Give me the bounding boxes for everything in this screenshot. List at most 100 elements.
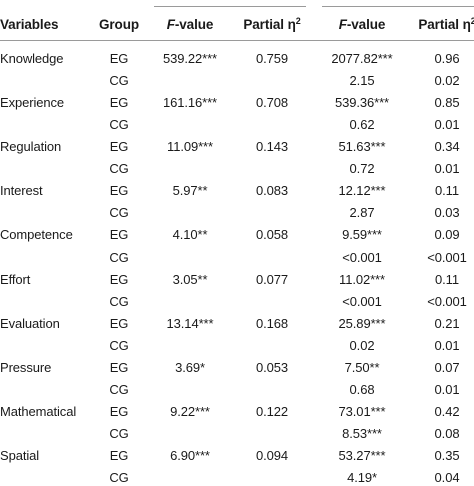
partial-eta-cell: 0.04 bbox=[434, 469, 460, 485]
f-value-cell: 51.63*** bbox=[338, 139, 386, 155]
partial-eta-cell: 0.08 bbox=[434, 425, 460, 441]
f-value-cell: 7.50** bbox=[344, 359, 380, 375]
partial-eta-cell: 0.759 bbox=[255, 51, 289, 66]
partial-eta-cell: 0.143 bbox=[255, 139, 289, 155]
partial-eta-cell: 0.11 bbox=[435, 271, 459, 287]
f-value-cell: 0.62 bbox=[349, 117, 375, 133]
partial-eta-cell: 0.01 bbox=[434, 381, 460, 397]
partial-eta-cell: 0.094 bbox=[255, 447, 289, 463]
variable-cell: Effort bbox=[0, 271, 31, 287]
f-value-cell: 161.16*** bbox=[162, 95, 218, 111]
header-fvalue-1: F-value bbox=[166, 17, 214, 32]
header-group: Group bbox=[99, 17, 139, 32]
f-value-cell: 0.68 bbox=[349, 381, 375, 397]
partial-eta-cell: 0.01 bbox=[434, 337, 460, 353]
group-rule-2 bbox=[322, 6, 474, 7]
partial-eta-cell: 0.01 bbox=[434, 161, 460, 177]
partial-eta-cell: 0.21 bbox=[434, 315, 460, 331]
partial-eta-cell: 0.708 bbox=[255, 95, 289, 111]
f-value-cell: 3.69* bbox=[175, 359, 205, 375]
header-fvalue-2: F-value bbox=[338, 17, 386, 32]
f-value-cell: 9.59*** bbox=[342, 227, 382, 243]
f-value-cell: <0.001 bbox=[342, 293, 382, 309]
partial-eta-cell: 0.34 bbox=[434, 139, 460, 155]
variable-cell: Evaluation bbox=[0, 315, 60, 331]
partial-eta-cell: 0.85 bbox=[434, 95, 460, 111]
group-cell: CG bbox=[109, 293, 129, 309]
partial-eta-cell: 0.11 bbox=[435, 183, 459, 199]
partial-eta-cell: 0.053 bbox=[255, 359, 289, 375]
group-cell: EG bbox=[109, 271, 129, 287]
f-value-cell: 2.87 bbox=[349, 205, 375, 221]
group-cell: CG bbox=[109, 469, 129, 485]
f-value-cell: 73.01*** bbox=[338, 403, 386, 419]
f-value-cell: 5.97** bbox=[172, 183, 208, 199]
group-cell: EG bbox=[109, 315, 129, 331]
partial-eta-cell: <0.001 bbox=[427, 293, 467, 309]
group-cell: CG bbox=[109, 381, 129, 397]
partial-eta-cell: 0.09 bbox=[434, 227, 460, 243]
partial-eta-cell: 0.07 bbox=[434, 359, 460, 375]
header-rule bbox=[0, 40, 474, 41]
partial-eta-cell: 0.96 bbox=[434, 51, 460, 66]
partial-eta-cell: 0.35 bbox=[434, 447, 460, 463]
partial-eta-cell: 0.083 bbox=[255, 183, 289, 199]
f-value-cell: 6.90*** bbox=[170, 447, 210, 463]
group-cell: EG bbox=[109, 447, 129, 463]
partial-eta-cell: 0.168 bbox=[255, 315, 289, 331]
f-value-cell: 13.14*** bbox=[166, 315, 214, 331]
f-value-cell: 8.53*** bbox=[342, 425, 382, 441]
f-value-cell: 25.89*** bbox=[338, 315, 386, 331]
variable-cell: Mathematical bbox=[0, 403, 77, 419]
partial-eta-cell: 0.42 bbox=[434, 403, 460, 419]
variable-cell: Regulation bbox=[0, 139, 62, 155]
group-cell: CG bbox=[109, 205, 129, 221]
partial-eta-cell: 0.01 bbox=[434, 117, 460, 133]
group-cell: EG bbox=[109, 227, 129, 243]
f-value-cell: 2077.82*** bbox=[331, 51, 393, 66]
variable-cell: Competence bbox=[0, 227, 73, 243]
f-value-cell: 9.22*** bbox=[170, 403, 210, 419]
f-value-cell: 53.27*** bbox=[338, 447, 386, 463]
f-value-cell: 12.12*** bbox=[338, 183, 386, 199]
group-cell: CG bbox=[109, 161, 129, 177]
f-value-cell: <0.001 bbox=[342, 249, 382, 265]
header-partial-eta-1: Partial η2 bbox=[243, 16, 301, 33]
group-cell: CG bbox=[109, 425, 129, 441]
partial-eta-cell: 0.03 bbox=[434, 205, 460, 221]
partial-eta-cell: 0.077 bbox=[255, 271, 289, 287]
variable-cell: Pressure bbox=[0, 359, 52, 375]
header-partial-eta-2: Partial η2 bbox=[418, 16, 474, 33]
group-cell: CG bbox=[109, 249, 129, 265]
f-value-cell: 539.22*** bbox=[162, 51, 218, 66]
partial-eta-cell: <0.001 bbox=[427, 249, 467, 265]
group-cell: EG bbox=[109, 359, 129, 375]
f-value-cell: 2.15 bbox=[349, 73, 375, 88]
partial-eta-cell: 0.02 bbox=[434, 73, 460, 88]
f-value-cell: 539.36*** bbox=[334, 95, 390, 111]
group-cell: EG bbox=[109, 139, 129, 155]
f-value-cell: 4.19* bbox=[347, 469, 377, 485]
group-cell: EG bbox=[109, 51, 129, 66]
f-value-cell: 0.02 bbox=[349, 337, 375, 353]
f-value-cell: 4.10** bbox=[172, 227, 208, 243]
header-variables: Variables bbox=[0, 17, 59, 32]
variable-cell: Knowledge bbox=[0, 51, 64, 66]
table-page: { "header": { "variables": "Variables", … bbox=[0, 6, 474, 485]
variable-cell: Interest bbox=[0, 183, 43, 199]
variable-cell: Experience bbox=[0, 95, 65, 111]
partial-eta-cell: 0.122 bbox=[255, 403, 289, 419]
group-cell: EG bbox=[109, 183, 129, 199]
group-cell: CG bbox=[109, 73, 129, 88]
f-value-cell: 0.72 bbox=[349, 161, 375, 177]
f-value-cell: 11.09*** bbox=[167, 139, 213, 155]
group-cell: CG bbox=[109, 337, 129, 353]
group-rule-1 bbox=[154, 6, 306, 7]
group-cell: EG bbox=[109, 403, 129, 419]
partial-eta-cell: 0.058 bbox=[255, 227, 289, 243]
f-value-cell: 3.05** bbox=[172, 271, 208, 287]
f-value-cell: 11.02*** bbox=[339, 271, 385, 287]
variable-cell: Spatial bbox=[0, 447, 40, 463]
group-cell: EG bbox=[109, 95, 129, 111]
group-cell: CG bbox=[109, 117, 129, 133]
